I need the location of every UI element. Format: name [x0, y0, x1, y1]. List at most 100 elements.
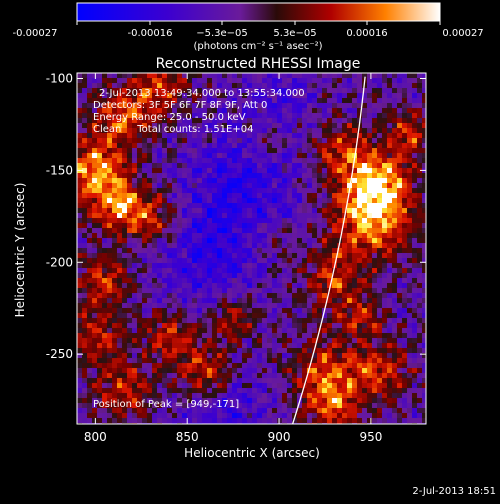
heatmap-cell: [307, 88, 312, 93]
heatmap-cell: [367, 418, 372, 423]
heatmap-cell: [282, 208, 287, 213]
heatmap-cell: [242, 393, 247, 398]
heatmap-cell: [167, 393, 172, 398]
heatmap-cell: [262, 363, 267, 368]
heatmap-cell: [162, 193, 167, 198]
heatmap-cell: [282, 403, 287, 408]
heatmap-cell: [262, 178, 267, 183]
heatmap-cell: [252, 333, 257, 338]
heatmap-cell: [282, 148, 287, 153]
heatmap-cell: [87, 293, 92, 298]
heatmap-cell: [107, 343, 112, 348]
heatmap-cell: [367, 313, 372, 318]
heatmap-cell: [107, 188, 112, 193]
heatmap-cell: [77, 143, 82, 148]
heatmap-cell: [92, 213, 97, 218]
heatmap-cell: [87, 78, 92, 83]
heatmap-cell: [137, 208, 142, 213]
heatmap-cell: [102, 203, 107, 208]
heatmap-cell: [137, 243, 142, 248]
heatmap-cell: [377, 308, 382, 313]
heatmap-cell: [232, 353, 237, 358]
heatmap-cell: [127, 333, 132, 338]
heatmap-cell: [317, 358, 322, 363]
heatmap-cell: [252, 358, 257, 363]
heatmap-cell: [247, 78, 252, 83]
heatmap-cell: [407, 398, 412, 403]
heatmap-cell: [87, 153, 92, 158]
heatmap-cell: [382, 383, 387, 388]
heatmap-cell: [92, 248, 97, 253]
heatmap-cell: [122, 213, 127, 218]
heatmap-cell: [382, 313, 387, 318]
heatmap-cell: [77, 223, 82, 228]
heatmap-cell: [267, 278, 272, 283]
heatmap-cell: [287, 368, 292, 373]
heatmap-cell: [112, 223, 117, 228]
heatmap-cell: [247, 203, 252, 208]
heatmap-cell: [82, 408, 87, 413]
heatmap-cell: [257, 118, 262, 123]
heatmap-cell: [417, 263, 422, 268]
heatmap-cell: [357, 213, 362, 218]
heatmap-cell: [352, 368, 357, 373]
heatmap-cell: [187, 188, 192, 193]
heatmap-cell: [357, 258, 362, 263]
heatmap-cell: [412, 263, 417, 268]
heatmap-cell: [362, 188, 367, 193]
heatmap-cell: [237, 268, 242, 273]
heatmap-cell: [107, 238, 112, 243]
heatmap-cell: [247, 368, 252, 373]
heatmap-cell: [252, 378, 257, 383]
heatmap-cell: [207, 183, 212, 188]
heatmap-cell: [217, 168, 222, 173]
heatmap-cell: [312, 108, 317, 113]
heatmap-cell: [327, 208, 332, 213]
heatmap-cell: [207, 298, 212, 303]
heatmap-cell: [202, 158, 207, 163]
heatmap-cell: [107, 368, 112, 373]
heatmap-cell: [112, 228, 117, 233]
heatmap-cell: [122, 388, 127, 393]
heatmap-cell: [92, 153, 97, 158]
heatmap-cell: [292, 343, 297, 348]
heatmap-cell: [82, 318, 87, 323]
heatmap-cell: [227, 273, 232, 278]
heatmap-cell: [247, 143, 252, 148]
heatmap-cell: [412, 73, 417, 78]
heatmap-cell: [322, 258, 327, 263]
heatmap-cell: [127, 153, 132, 158]
heatmap-cell: [332, 323, 337, 328]
heatmap-cell: [227, 388, 232, 393]
heatmap-cell: [372, 173, 377, 178]
heatmap-cell: [242, 413, 247, 418]
heatmap-cell: [127, 253, 132, 258]
heatmap-cell: [397, 388, 402, 393]
heatmap-cell: [417, 83, 422, 88]
heatmap-cell: [412, 413, 417, 418]
heatmap-cell: [212, 138, 217, 143]
heatmap-cell: [357, 408, 362, 413]
heatmap-cell: [232, 368, 237, 373]
heatmap-cell: [282, 143, 287, 148]
heatmap-cell: [377, 378, 382, 383]
heatmap-cell: [357, 208, 362, 213]
heatmap-cell: [292, 373, 297, 378]
heatmap-cell: [177, 338, 182, 343]
heatmap-cell: [267, 408, 272, 413]
heatmap-cell: [212, 393, 217, 398]
heatmap-cell: [317, 378, 322, 383]
heatmap-cell: [267, 73, 272, 78]
heatmap-cell: [287, 338, 292, 343]
heatmap-cell: [127, 233, 132, 238]
heatmap-cell: [247, 338, 252, 343]
heatmap-cell: [317, 188, 322, 193]
heatmap-cell: [327, 263, 332, 268]
heatmap-cell: [312, 398, 317, 403]
heatmap-cell: [147, 363, 152, 368]
heatmap-cell: [262, 168, 267, 173]
heatmap-cell: [292, 358, 297, 363]
heatmap-cell: [377, 233, 382, 238]
heatmap-cell: [307, 173, 312, 178]
heatmap-cell: [367, 308, 372, 313]
